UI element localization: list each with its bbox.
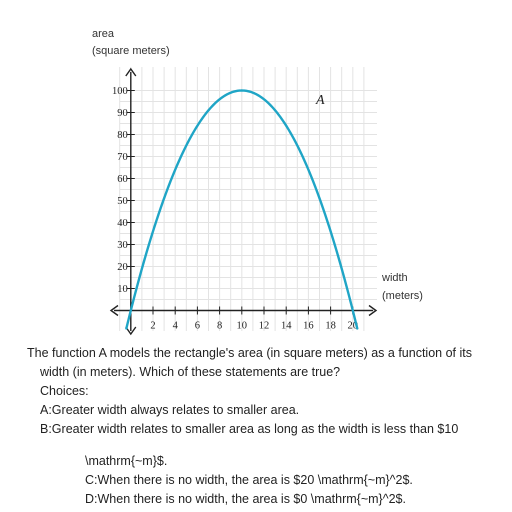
choice-b: B:Greater width relates to smaller area … (40, 422, 459, 436)
series-a-label: A (315, 93, 325, 108)
choice-a: A:Greater width always relates to smalle… (40, 403, 300, 417)
x-tick-label: 14 (281, 321, 292, 332)
choices-label: Choices: (40, 384, 89, 398)
question-text: The function A models the rectangle's ar… (27, 346, 472, 360)
axes (109, 67, 378, 336)
y-axis-title-line1: area (92, 28, 115, 40)
x-tick-labels: 2 4 6 8 10 12 14 16 18 20 (150, 321, 358, 332)
y-tick-label: 70 (117, 152, 128, 163)
y-axis-arrow-bottom (125, 326, 137, 336)
y-tick-label: 60 (117, 174, 128, 185)
x-tick-label: 16 (303, 321, 314, 332)
y-tick-label: 50 (117, 196, 128, 207)
question-block: The function A models the rectangle's ar… (27, 344, 497, 509)
choice-c: C:When there is no width, the area is $2… (85, 473, 413, 487)
x-tick-label: 20 (348, 321, 359, 332)
y-tick-label: 80 (117, 130, 128, 141)
x-axis-arrow-left (109, 304, 119, 317)
x-tick-label: 18 (325, 321, 336, 332)
x-tick-label: 12 (259, 321, 270, 332)
series-a-curve (125, 89, 359, 330)
choice-d: D:When there is no width, the area is $0… (85, 492, 406, 506)
question-text-cont: width (in meters). Which of these statem… (40, 365, 341, 379)
x-tick-label: 2 (150, 321, 155, 332)
y-tick-label: 90 (117, 108, 128, 119)
x-tick-label: 6 (195, 321, 200, 332)
y-axis-title-line2: (square meters) (92, 45, 170, 57)
y-tick-label: 20 (117, 262, 128, 273)
area-width-chart: area (square meters) width (meters) 2 4 6 8… (92, 28, 423, 336)
y-tick-label: 30 (117, 240, 128, 251)
x-axis-title-line1: width (381, 272, 408, 284)
y-tick-label: 10 (117, 284, 128, 295)
grid (119, 67, 377, 331)
x-tick-label: 10 (237, 321, 248, 332)
y-tick-label: 100 (112, 86, 128, 97)
choice-b-cont: \mathrm{~m}$. (85, 454, 168, 468)
y-tick-label: 40 (117, 218, 128, 229)
y-tick-labels: 10 20 30 40 50 60 70 80 90 100 (112, 86, 128, 295)
y-axis-arrow-top (125, 67, 137, 77)
x-tick-label: 8 (217, 321, 222, 332)
x-axis-arrow-right (368, 304, 378, 317)
x-tick-label: 4 (173, 321, 179, 332)
x-axis-title-line2: (meters) (382, 290, 423, 302)
